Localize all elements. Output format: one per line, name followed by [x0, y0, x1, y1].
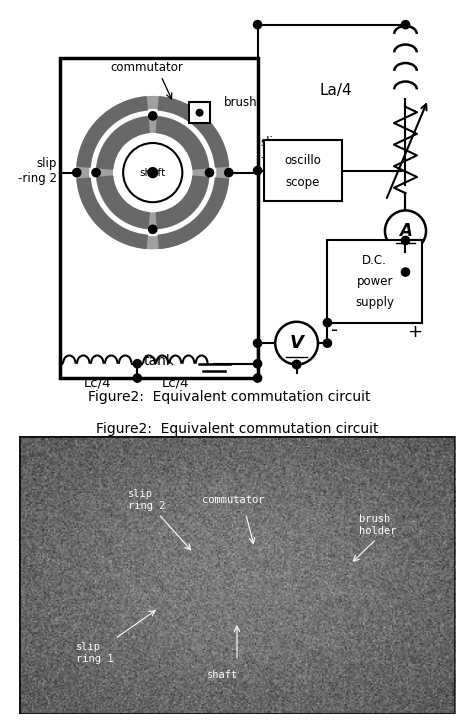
Circle shape [254, 20, 262, 29]
Circle shape [254, 360, 262, 368]
Text: slip
-ring 1: slip -ring 1 [261, 136, 300, 164]
Text: slip
ring 1: slip ring 1 [76, 642, 113, 663]
Text: commutator: commutator [110, 61, 183, 74]
Circle shape [323, 339, 331, 348]
Wedge shape [97, 176, 149, 229]
Text: slip
-ring 2: slip -ring 2 [18, 156, 57, 185]
Circle shape [149, 225, 157, 234]
Circle shape [254, 374, 262, 382]
Circle shape [225, 169, 233, 177]
Circle shape [385, 211, 426, 252]
Wedge shape [77, 97, 147, 167]
Text: A: A [399, 222, 412, 240]
Circle shape [292, 360, 301, 368]
Text: brush: brush [224, 96, 258, 109]
Text: oscillo: oscillo [284, 154, 321, 167]
Circle shape [133, 374, 141, 382]
Circle shape [123, 143, 182, 202]
Circle shape [92, 169, 100, 177]
Circle shape [292, 360, 301, 368]
Circle shape [133, 360, 141, 368]
Text: +: + [407, 323, 422, 340]
Circle shape [196, 110, 203, 116]
Circle shape [73, 169, 81, 177]
Text: slip
ring 2: slip ring 2 [128, 490, 165, 511]
Text: commutator: commutator [202, 495, 264, 505]
Circle shape [148, 168, 158, 177]
Text: Lc/4: Lc/4 [83, 377, 111, 390]
Text: shaft: shaft [140, 167, 166, 177]
Bar [60, 58, 257, 378]
Wedge shape [156, 117, 209, 169]
Text: supply: supply [355, 296, 394, 309]
Text: Figure2:  Equivalent commutation circuit: Figure2: Equivalent commutation circuit [96, 422, 378, 436]
Text: brush
holder: brush holder [359, 514, 397, 536]
Text: shaft: shaft [207, 670, 238, 680]
Text: tank: tank [144, 354, 174, 368]
Wedge shape [97, 117, 149, 169]
Text: La/4: La/4 [319, 83, 352, 98]
Circle shape [149, 112, 157, 120]
Circle shape [96, 116, 209, 229]
Wedge shape [158, 97, 228, 167]
Text: scope: scope [285, 177, 320, 190]
Text: -: - [331, 321, 338, 340]
Circle shape [114, 133, 192, 212]
Circle shape [275, 322, 318, 365]
Circle shape [323, 319, 331, 327]
Bar [189, 102, 210, 123]
Circle shape [254, 167, 262, 174]
Text: D.C.: D.C. [362, 255, 387, 267]
Bar [264, 140, 342, 201]
Text: Figure2:  Equivalent commutation circuit: Figure2: Equivalent commutation circuit [88, 389, 370, 404]
Circle shape [401, 268, 410, 276]
Text: Lc/4: Lc/4 [162, 377, 189, 390]
Circle shape [401, 236, 410, 244]
Circle shape [90, 110, 216, 236]
Circle shape [254, 339, 262, 348]
Bar [328, 240, 422, 322]
Wedge shape [156, 176, 209, 229]
Text: V: V [290, 334, 303, 352]
Wedge shape [77, 178, 147, 248]
Circle shape [77, 97, 229, 249]
Text: power: power [356, 275, 393, 288]
Circle shape [401, 20, 410, 29]
Wedge shape [158, 178, 228, 248]
Circle shape [205, 169, 214, 177]
